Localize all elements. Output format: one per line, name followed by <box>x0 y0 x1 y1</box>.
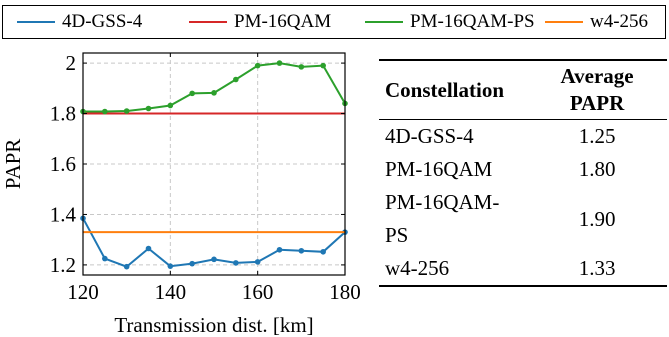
series-line-pm-16qam-ps <box>83 62 346 113</box>
data-point-pm-16qam-ps <box>298 64 305 70</box>
cell-papr: 1.33 <box>578 256 616 280</box>
data-point-pm-16qam-ps <box>211 90 217 96</box>
data-point-pm-16qam-ps <box>276 60 283 66</box>
cell-constellation: PM-16QAM <box>385 157 493 181</box>
data-point-pm-16qam-ps <box>254 62 261 69</box>
cell-constellation: 4D-GSS-4 <box>385 124 474 148</box>
y-tick-label: 2 <box>66 51 77 75</box>
table-row: w4-256 1.33 <box>379 252 667 286</box>
data-point-4d-gss-4 <box>189 260 195 267</box>
legend-item-w4-256: w4-256 <box>545 6 648 38</box>
data-point-4d-gss-4 <box>145 245 152 252</box>
data-point-pm-16qam-ps <box>320 62 326 69</box>
table-row: PM-16QAM-PS 1.90 <box>379 186 667 252</box>
y-axis-label: PAPR <box>1 139 25 190</box>
data-point-pm-16qam-ps <box>123 108 130 114</box>
data-point-4d-gss-4 <box>298 247 305 254</box>
data-point-pm-16qam-ps <box>102 108 108 115</box>
plot-frame <box>82 52 346 276</box>
x-tick-label: 140 <box>155 280 187 304</box>
cell-papr: 1.80 <box>578 157 616 181</box>
data-point-4d-gss-4 <box>320 248 326 255</box>
data-point-pm-16qam-ps <box>189 90 195 97</box>
x-tick-label: 160 <box>242 280 274 304</box>
cell-papr: 1.25 <box>578 124 616 148</box>
data-point-pm-16qam-ps <box>233 76 239 83</box>
legend-item-pm-16qam: PM-16QAM <box>189 6 331 38</box>
data-point-pm-16qam-ps <box>167 102 174 109</box>
legend-swatch <box>365 21 403 23</box>
cell-papr: 1.90 <box>578 206 616 231</box>
x-tick-label: 180 <box>329 280 361 304</box>
y-tick-label: 1.4 <box>50 202 77 226</box>
header-average-papr: Average PAPR <box>560 64 634 115</box>
y-tick-label: 1.8 <box>50 102 76 126</box>
cell-constellation: w4-256 <box>385 256 450 280</box>
y-tick-label: 1.6 <box>50 152 76 176</box>
legend-label: 4D-GSS-4 <box>62 11 143 32</box>
papr-summary-table: Constellation Average PAPR 4D-GSS-4 1.25… <box>379 59 667 287</box>
chart-legend: 4D-GSS-4 PM-16QAM PM-16QAM-PS w4-256 <box>2 5 666 39</box>
legend-item-4d-gss-4: 4D-GSS-4 <box>17 6 142 38</box>
legend-swatch <box>189 21 227 23</box>
legend-swatch <box>545 21 583 23</box>
data-point-4d-gss-4 <box>102 255 108 262</box>
papr-chart: 120 140 160 180 1.2 1.4 1.6 1.8 2 Transmission di… <box>1 51 361 337</box>
y-tick-label: 1.2 <box>50 253 76 277</box>
table-header-row: Constellation Average PAPR <box>379 60 667 120</box>
legend-label: PM-16QAM-PS <box>410 11 535 32</box>
data-point-4d-gss-4 <box>254 259 261 265</box>
table-row: 4D-GSS-4 1.25 <box>379 120 667 154</box>
data-point-4d-gss-4 <box>211 256 217 263</box>
cell-constellation: PM-16QAM-PS <box>385 190 500 247</box>
data-point-4d-gss-4 <box>276 246 283 253</box>
data-point-4d-gss-4 <box>167 263 174 269</box>
x-tick-label: 120 <box>67 280 99 304</box>
x-axis-label: Transmission dist. [km] <box>114 313 313 337</box>
data-point-pm-16qam-ps <box>145 105 152 112</box>
legend-item-pm-16qam-ps: PM-16QAM-PS <box>365 6 535 38</box>
legend-label: PM-16QAM <box>234 11 332 32</box>
legend-swatch <box>17 21 55 23</box>
header-constellation: Constellation <box>385 77 505 102</box>
data-point-4d-gss-4 <box>233 260 239 266</box>
table-row: PM-16QAM 1.80 <box>379 153 667 186</box>
data-point-4d-gss-4 <box>123 263 130 270</box>
legend-label: w4-256 <box>590 11 649 32</box>
